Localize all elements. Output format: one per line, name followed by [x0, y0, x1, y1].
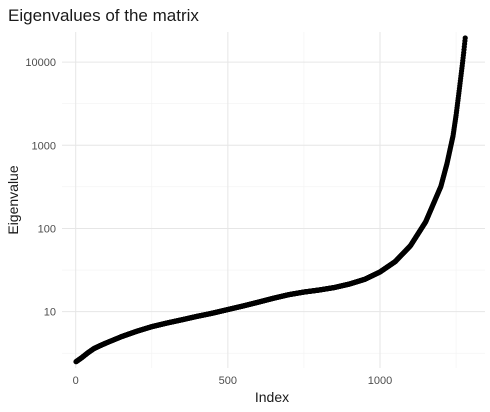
x-tick-label: 0 — [73, 375, 79, 387]
grid — [62, 32, 485, 368]
x-axis-ticks: 0 500 1000 — [73, 375, 393, 387]
y-axis-ticks: 10 100 1000 10000 — [25, 57, 56, 319]
chart-title: Eigenvalues of the matrix — [8, 6, 199, 25]
y-tick-label: 10 — [44, 307, 56, 319]
y-tick-label: 10000 — [25, 57, 56, 69]
x-tick-label: 500 — [219, 375, 237, 387]
x-axis-title: Index — [255, 389, 289, 405]
y-tick-label: 1000 — [32, 140, 56, 152]
y-tick-label: 100 — [38, 223, 56, 235]
y-axis-title: Eigenvalue — [5, 165, 21, 234]
x-tick-label: 1000 — [368, 375, 392, 387]
data-points — [73, 35, 468, 365]
data-point — [462, 35, 468, 41]
